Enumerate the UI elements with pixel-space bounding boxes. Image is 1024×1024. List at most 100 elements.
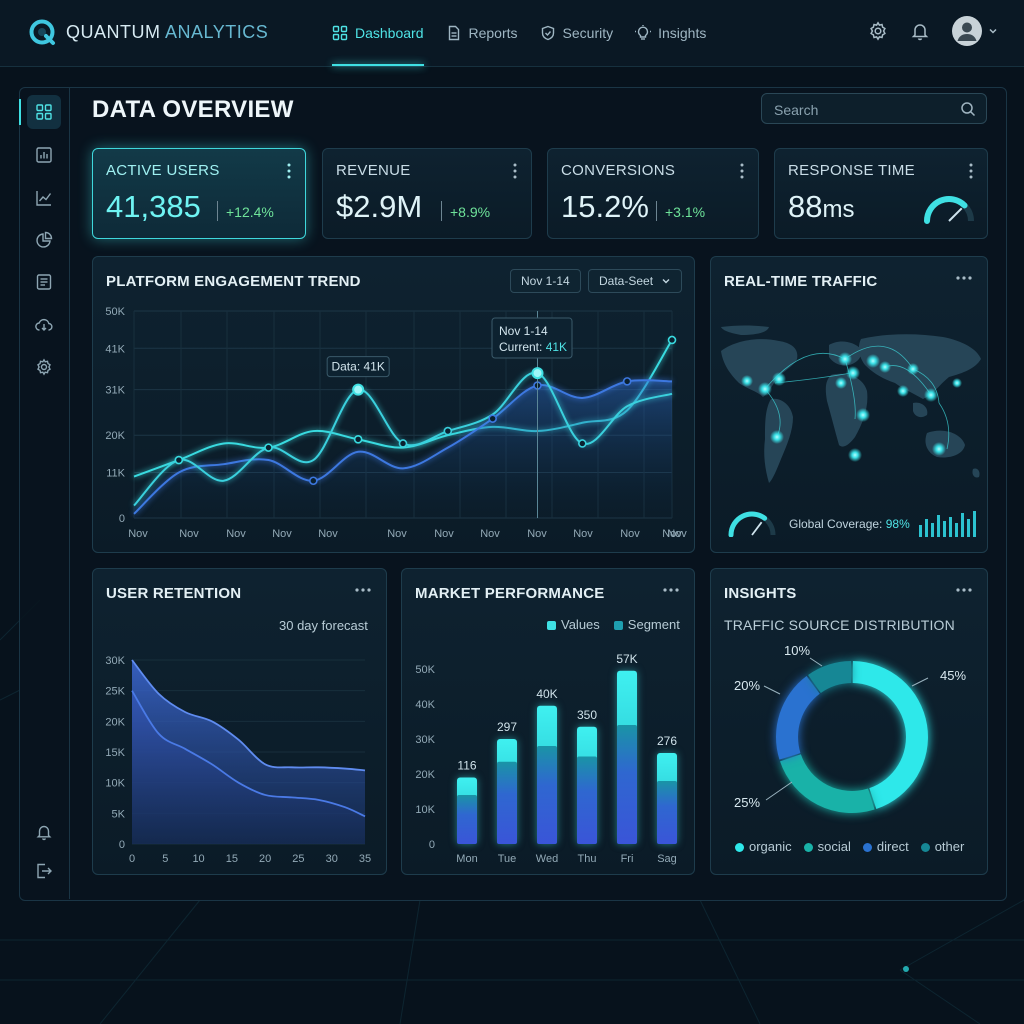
line-chart-icon [36,191,52,206]
sidebar-item-notifications[interactable] [27,815,61,849]
legend-social[interactable]: social [803,839,851,854]
y-tick-label: 20K [105,430,125,442]
nav-security[interactable]: Security [540,0,613,66]
card-title: REAL-TIME TRAFFIC [724,273,878,290]
y-tick-label: 10K [105,778,125,790]
nav-dashboard[interactable]: Dashboard [332,0,424,66]
legend-direct[interactable]: direct [862,839,909,854]
y-tick-label: 50K [105,306,125,318]
slice-label: 25% [734,795,760,810]
sidebar-item-line-chart[interactable] [27,181,61,215]
y-tick-label: 0 [119,839,125,851]
slice-label: 10% [784,643,810,658]
legend-organic[interactable]: organic [735,839,792,854]
x-tick-label: Fri [621,853,634,865]
x-tick-label: 20 [259,853,271,865]
kpi-label: ACTIVE USERS [106,162,220,179]
more-vertical-icon[interactable] [287,163,291,179]
card-title: MARKET PERFORMANCE [415,585,605,602]
x-tick-label: 30 [326,853,338,865]
more-horizontal-icon[interactable] [662,587,680,593]
data-point [174,455,184,465]
data-point [443,426,453,436]
x-tick-label: Nov [662,528,682,540]
search-icon[interactable] [960,101,976,117]
x-tick-label: 35 [359,853,371,865]
y-tick-label: 5K [112,808,126,820]
more-vertical-icon[interactable] [740,163,744,179]
activity-bars-icon [919,511,976,537]
more-horizontal-icon[interactable] [354,587,372,593]
gear-icon[interactable] [868,21,888,41]
series-line [133,379,673,515]
gear-icon [37,358,51,376]
more-vertical-icon[interactable] [969,163,973,179]
legend-values[interactable]: Values [547,617,600,632]
kpi-value: 88ms [788,189,855,224]
x-tick-label: Nov [272,528,292,540]
legend-other[interactable]: other [920,839,964,854]
market-bar-chart[interactable]: 0 10K 20K 30K 40K 50K 116 Mon 297 Tue 40K Wed 350 Thu… [401,568,695,875]
x-tick-label: 0 [129,853,135,865]
slice-leader-line [763,685,781,695]
bell-icon[interactable] [910,21,930,41]
x-tick-label: Nov [128,528,148,540]
more-vertical-icon[interactable] [513,163,517,179]
y-tick-label: 0 [429,839,435,851]
y-tick-label: 10K [415,804,435,816]
y-tick-label: 25K [105,686,125,698]
bar-data-label: 297 [497,720,517,734]
traffic-donut-chart[interactable]: 45% 25% 20% 10% [710,568,988,828]
y-tick-label: 31K [105,385,125,397]
sidebar-item-bar-chart[interactable] [27,138,61,172]
coverage-value: 98% [885,517,910,531]
sidebar-item-logout[interactable] [27,854,61,888]
more-horizontal-icon[interactable] [955,587,973,593]
card-title: PLATFORM ENGAGEMENT TREND [106,273,361,290]
world-map[interactable] [717,319,983,487]
kpi-value: 41,385 [106,189,201,224]
kpi-card-response-time[interactable]: RESPONSE TIME 88ms [774,148,988,239]
kpi-card-conversions[interactable]: CONVERSIONS 15.2% +3.1% [547,148,759,239]
date-range-button[interactable]: Nov 1-14 [510,269,581,293]
x-tick-label: Nov [480,528,500,540]
grid-icon [36,104,52,120]
kpi-card-active-users[interactable]: ACTIVE USERS 41,385 +12.4% [92,148,306,239]
nav-reports[interactable]: Reports [446,0,518,66]
data-point [353,435,363,444]
kpi-separator [217,201,218,221]
brand-logo[interactable]: QUANTUM ANALYTICS [28,18,268,46]
date-range-label: Nov 1-14 [521,274,570,288]
sidebar-item-pie-chart[interactable] [27,223,61,257]
retention-area-chart[interactable]: 0 5K 10K 15K 20K 25K 30K 0 5 10 15 20 25 30 35 [92,568,387,875]
tooltip-title: Nov 1-14 [499,324,548,338]
bar-segment [617,725,637,844]
sidebar-item-cloud[interactable] [27,308,61,342]
lightbulb-icon [635,25,652,40]
sidebar-item-settings[interactable] [27,350,61,384]
more-horizontal-icon[interactable] [955,275,973,281]
search-input[interactable] [772,94,956,125]
y-tick-label: 30K [415,734,435,746]
sidebar-item-dashboard[interactable] [19,95,61,129]
x-tick-label: Nov [226,528,246,540]
forecast-label: 30 day forecast [279,618,368,633]
cloud-icon [35,318,53,331]
shield-icon [541,25,554,41]
data-point [622,377,632,386]
bar-segment [657,781,677,844]
dataset-dropdown[interactable]: Data-Seet [588,269,683,293]
nav-insights-label: Insights [658,25,707,41]
kpi-card-revenue[interactable]: REVENUE $2.9M +8.9% [322,148,532,239]
y-tick-label: 0 [119,513,125,525]
slice-leader-line [911,677,929,687]
series-line [131,690,366,818]
data-point [578,439,587,448]
nav-insights[interactable]: Insights [635,0,706,66]
legend-segment[interactable]: Segment [613,617,680,632]
market-legend: Values Segment [547,617,680,632]
sidebar-item-documents[interactable] [27,265,61,299]
user-menu[interactable] [952,16,998,46]
top-right-controls [868,16,998,46]
